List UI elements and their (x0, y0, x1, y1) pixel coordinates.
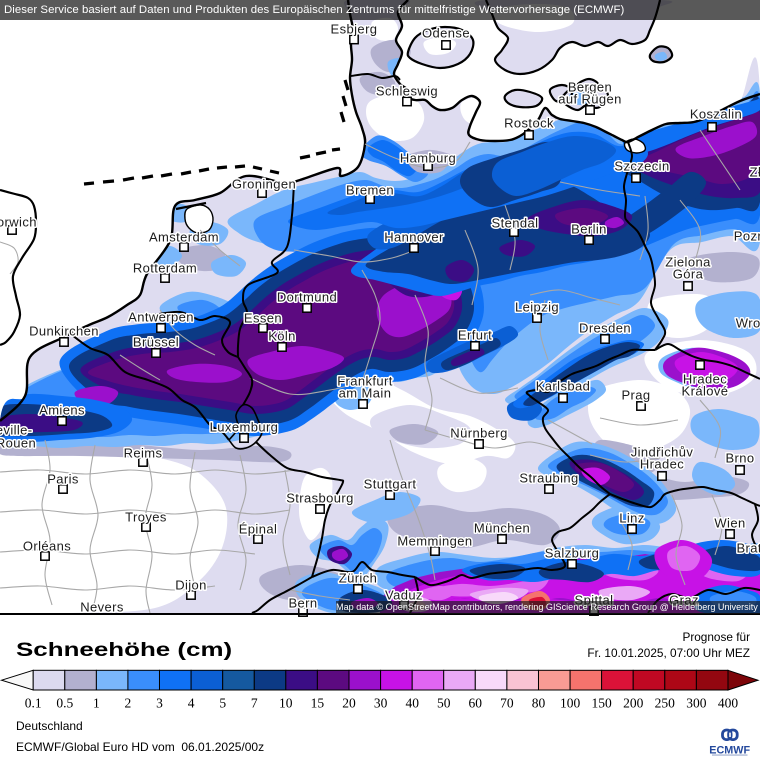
svg-text:80: 80 (532, 696, 546, 711)
svg-text:Memmingen: Memmingen (397, 534, 472, 549)
svg-text:Dijon: Dijon (175, 578, 207, 593)
svg-text:2: 2 (125, 696, 132, 711)
svg-text:Rotterdam: Rotterdam (133, 261, 197, 276)
svg-text:Dortmund: Dortmund (277, 290, 337, 305)
svg-text:Brüssel: Brüssel (133, 335, 179, 350)
svg-text:50: 50 (437, 696, 451, 711)
svg-text:Amsterdam: Amsterdam (149, 230, 219, 245)
svg-text:Stuttgart: Stuttgart (364, 477, 417, 492)
svg-text:Zielona: Zielona (665, 255, 711, 270)
svg-text:Norwich: Norwich (0, 215, 37, 230)
svg-text:300: 300 (686, 696, 707, 711)
svg-text:Szczecin: Szczecin (614, 159, 669, 174)
svg-text:Jindřichův: Jindřichův (631, 445, 694, 460)
svg-text:1: 1 (93, 696, 100, 711)
svg-text:3: 3 (156, 696, 163, 711)
svg-text:Hamburg: Hamburg (400, 151, 456, 166)
svg-text:Vaduz: Vaduz (385, 588, 423, 603)
svg-text:200: 200 (623, 696, 644, 711)
svg-text:Koszalin: Koszalin (690, 107, 742, 122)
svg-text:München: München (474, 521, 530, 536)
svg-text:40: 40 (405, 696, 419, 711)
svg-text:Essen: Essen (244, 311, 282, 326)
svg-text:Orléans: Orléans (23, 539, 71, 554)
svg-text:4: 4 (188, 696, 195, 711)
svg-text:Leipzig: Leipzig (515, 300, 559, 315)
svg-text:0.5: 0.5 (56, 696, 73, 711)
svg-text:Nevers: Nevers (80, 600, 124, 615)
svg-text:Hannover: Hannover (384, 230, 444, 245)
svg-text:am Main: am Main (339, 386, 392, 401)
svg-text:Berlin: Berlin (571, 222, 607, 237)
svg-text:Dunkirchen: Dunkirchen (29, 324, 99, 339)
svg-text:Amiens: Amiens (39, 403, 85, 418)
svg-text:15: 15 (311, 696, 325, 711)
svg-text:Esbjerg: Esbjerg (331, 22, 378, 37)
svg-text:10: 10 (279, 696, 293, 711)
svg-text:Salzburg: Salzburg (545, 546, 600, 561)
svg-text:Linz: Linz (619, 511, 644, 526)
svg-text:70: 70 (500, 696, 514, 711)
svg-text:30: 30 (374, 696, 388, 711)
svg-text:Troyes: Troyes (125, 510, 167, 525)
svg-text:Erfurt: Erfurt (458, 328, 492, 343)
svg-text:Frankfurt: Frankfurt (337, 374, 393, 389)
svg-text:Antwerpen: Antwerpen (128, 310, 194, 325)
svg-text:Straubing: Straubing (519, 471, 578, 486)
svg-text:Luxemburg: Luxemburg (210, 420, 279, 435)
svg-text:Rostock: Rostock (504, 116, 554, 131)
svg-text:Rouen: Rouen (0, 436, 36, 451)
svg-text:Nürnberg: Nürnberg (450, 426, 507, 441)
svg-text:100: 100 (560, 696, 581, 711)
svg-text:250: 250 (655, 696, 676, 711)
svg-text:Poznań: Poznań (734, 229, 760, 244)
svg-text:auf Rügen: auf Rügen (558, 92, 622, 107)
svg-text:Bremen: Bremen (346, 183, 394, 198)
svg-text:Reims: Reims (124, 446, 163, 461)
svg-text:0.1: 0.1 (25, 696, 42, 711)
svg-text:20: 20 (342, 696, 356, 711)
svg-text:Köln: Köln (268, 329, 296, 344)
svg-text:Bergen: Bergen (568, 80, 612, 95)
svg-text:Bratislava: Bratislava (736, 541, 760, 556)
svg-text:Abbeville-: Abbeville- (0, 423, 33, 438)
svg-text:Paris: Paris (47, 472, 79, 487)
svg-text:Hradec: Hradec (640, 457, 684, 472)
svg-text:Dresden: Dresden (579, 321, 631, 336)
svg-text:Karlsbad: Karlsbad (536, 379, 591, 394)
svg-text:Złotów: Złotów (750, 165, 760, 180)
svg-text:Épinal: Épinal (239, 522, 278, 537)
svg-text:Wien: Wien (714, 516, 745, 531)
svg-text:ECMWF: ECMWF (709, 745, 750, 757)
svg-text:Hradec: Hradec (683, 372, 727, 387)
svg-text:Zürich: Zürich (339, 571, 378, 586)
svg-text:7: 7 (251, 696, 258, 711)
svg-text:Prag: Prag (621, 388, 650, 403)
svg-text:Odense: Odense (422, 26, 470, 41)
svg-text:Brno: Brno (725, 451, 754, 466)
svg-text:Wrocław: Wrocław (736, 316, 760, 331)
svg-text:60: 60 (469, 696, 483, 711)
svg-text:150: 150 (591, 696, 612, 711)
svg-text:Schleswig: Schleswig (376, 84, 438, 99)
svg-text:Stendal: Stendal (492, 216, 539, 231)
svg-text:400: 400 (718, 696, 739, 711)
svg-text:Bern: Bern (288, 596, 317, 611)
svg-text:Góra: Góra (673, 267, 704, 282)
svg-text:Králové: Králové (682, 384, 729, 399)
svg-text:Strasbourg: Strasbourg (286, 491, 354, 506)
svg-text:Groningen: Groningen (232, 177, 296, 192)
svg-text:5: 5 (219, 696, 226, 711)
